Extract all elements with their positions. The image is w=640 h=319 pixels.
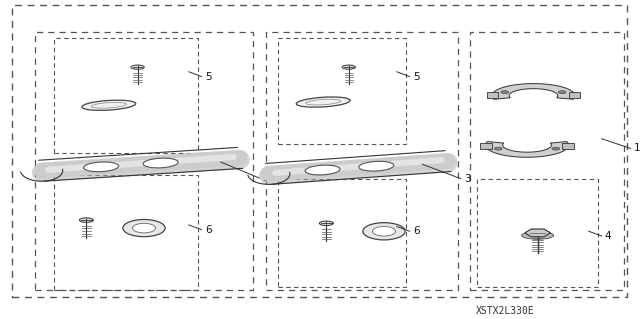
- Text: XSTX2L330E: XSTX2L330E: [476, 306, 535, 316]
- Polygon shape: [480, 143, 492, 149]
- Bar: [35, 32, 253, 290]
- Text: 5: 5: [413, 71, 419, 82]
- Ellipse shape: [342, 65, 355, 69]
- Polygon shape: [492, 84, 575, 99]
- Text: 3: 3: [464, 174, 470, 184]
- Bar: [278, 179, 406, 287]
- Polygon shape: [486, 92, 498, 98]
- Bar: [54, 175, 198, 290]
- Bar: [266, 32, 458, 290]
- Ellipse shape: [372, 226, 396, 236]
- Polygon shape: [563, 143, 574, 149]
- Ellipse shape: [501, 91, 509, 93]
- Text: 6: 6: [413, 226, 419, 236]
- Ellipse shape: [131, 65, 144, 69]
- Text: 1: 1: [634, 143, 640, 153]
- Polygon shape: [486, 142, 568, 157]
- Ellipse shape: [79, 218, 93, 222]
- Text: 6: 6: [205, 225, 211, 235]
- Polygon shape: [525, 229, 550, 237]
- Bar: [54, 38, 198, 153]
- Ellipse shape: [558, 91, 566, 93]
- Ellipse shape: [495, 147, 502, 150]
- Bar: [470, 32, 624, 290]
- Bar: [477, 179, 598, 287]
- Ellipse shape: [305, 165, 340, 175]
- Bar: [278, 38, 406, 144]
- Polygon shape: [569, 92, 580, 98]
- Ellipse shape: [552, 147, 559, 150]
- Ellipse shape: [522, 232, 554, 239]
- Ellipse shape: [84, 162, 118, 172]
- Text: 4: 4: [605, 231, 611, 241]
- Text: 5: 5: [205, 71, 211, 82]
- Ellipse shape: [143, 158, 178, 168]
- Ellipse shape: [319, 221, 333, 226]
- Ellipse shape: [82, 100, 136, 110]
- Ellipse shape: [363, 223, 405, 240]
- Ellipse shape: [359, 161, 394, 171]
- Text: 2: 2: [262, 173, 269, 183]
- Ellipse shape: [296, 97, 350, 107]
- Ellipse shape: [132, 223, 156, 233]
- Ellipse shape: [123, 219, 165, 237]
